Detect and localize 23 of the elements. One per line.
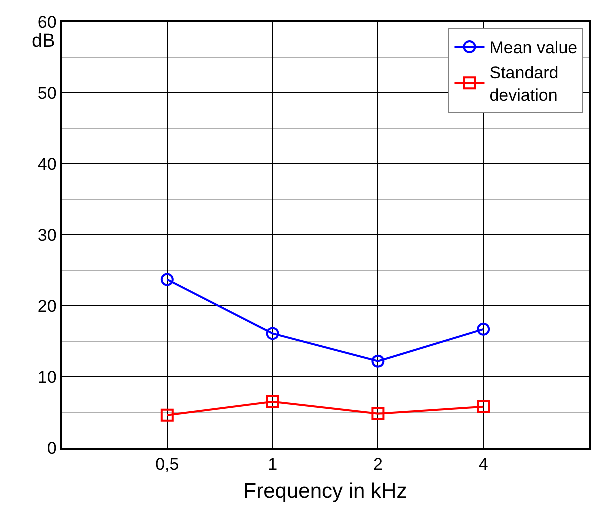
- x-tick-label: 1: [268, 455, 278, 474]
- y-tick-label: 0: [47, 438, 57, 458]
- point: [160, 273, 174, 286]
- point: [372, 354, 385, 368]
- legend-label: Mean value: [490, 38, 578, 58]
- y-tick-label: 60: [38, 12, 57, 32]
- y-tick-label: 50: [38, 84, 57, 103]
- x-tick-label: 0,5: [156, 455, 180, 474]
- y-tick-label: 20: [38, 296, 57, 316]
- y-axis-title: dB: [32, 31, 56, 52]
- y-tick-label: 30: [38, 226, 57, 245]
- point: [160, 408, 174, 422]
- point: [266, 395, 280, 408]
- y-tick-label: 10: [38, 368, 57, 387]
- x-tick-label: 2: [373, 455, 383, 474]
- point: [372, 407, 385, 420]
- x-axis-title: Frequency in kHz: [244, 480, 408, 503]
- x-tick-label: 4: [478, 455, 488, 474]
- y-tick-label: 40: [38, 154, 57, 174]
- point: [266, 327, 280, 340]
- point: [477, 322, 490, 336]
- legend-label: Standard deviation: [490, 64, 559, 105]
- point: [477, 400, 490, 414]
